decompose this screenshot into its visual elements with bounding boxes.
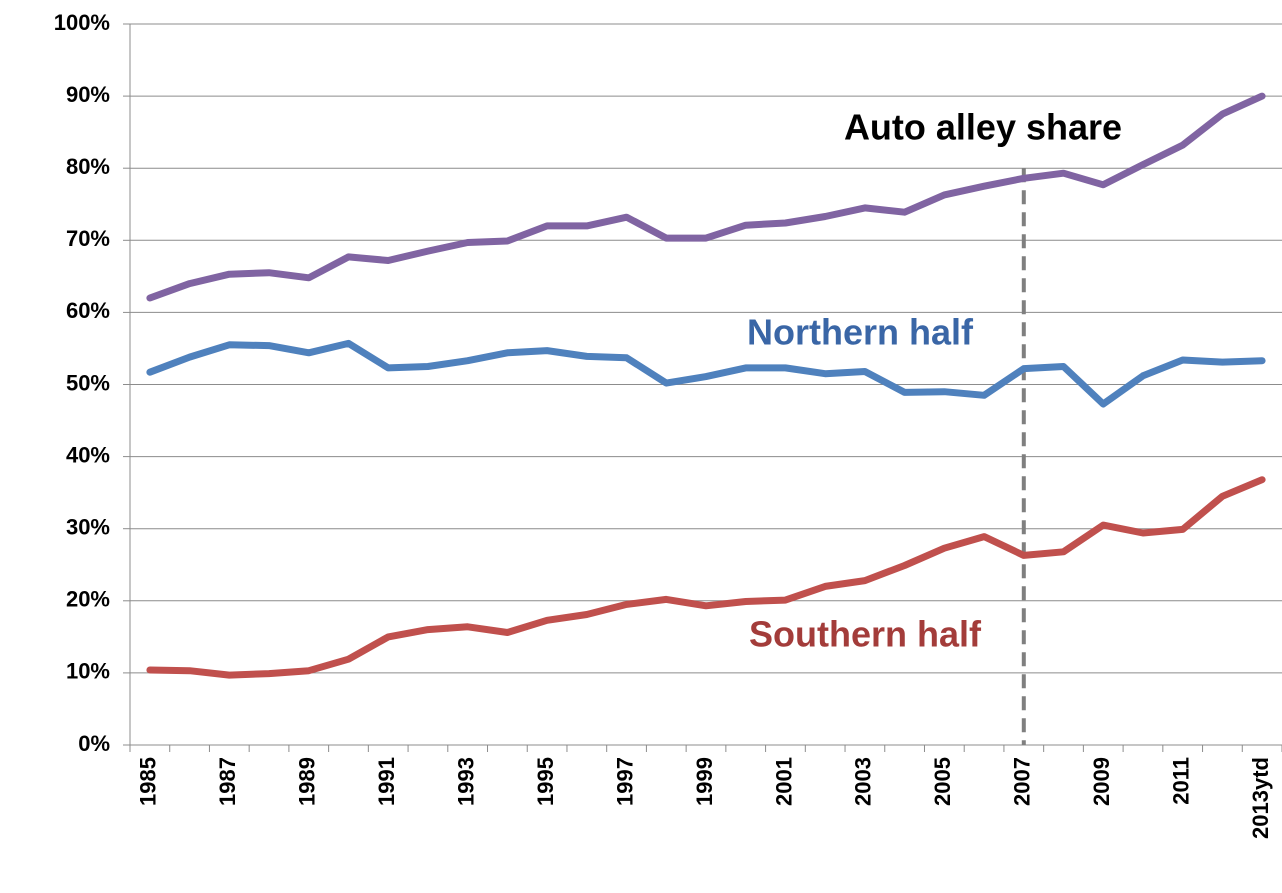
annotation: Southern half [749,614,982,655]
x-tick-label: 1987 [215,757,240,806]
x-tick-label: 1995 [533,757,558,806]
x-tick-label: 2003 [851,757,876,806]
y-tick-label: 50% [66,370,110,395]
y-tick-label: 30% [66,515,110,540]
x-tick-label: 2007 [1010,757,1035,806]
series-line [146,339,1266,408]
x-tick-label: 1989 [295,757,320,806]
x-tick-label: 2013ytd [1248,757,1273,839]
series-line [146,92,1266,302]
x-tick-label: 1991 [374,757,399,806]
y-tick-label: 80% [66,154,110,179]
y-tick-label: 100% [54,10,110,35]
x-tick-label: 1993 [453,757,478,806]
annotation: Northern half [747,312,974,353]
x-tick-label: 2011 [1169,757,1194,805]
annotation: Auto alley share [844,107,1122,148]
x-tick-label: 2005 [930,757,955,806]
y-tick-label: 40% [66,442,110,467]
x-tick-label: 1999 [692,757,717,806]
x-tick-label: 2001 [771,757,796,806]
y-tick-label: 0% [78,731,110,756]
x-tick-label: 1997 [612,757,637,806]
y-tick-label: 20% [66,587,110,612]
series-line [146,476,1266,679]
x-tick-label: 2009 [1089,757,1114,806]
y-tick-label: 10% [66,659,110,684]
y-tick-label: 70% [66,226,110,251]
y-tick-label: 60% [66,298,110,323]
y-tick-label: 90% [66,82,110,107]
x-tick-label: 1985 [136,757,161,806]
